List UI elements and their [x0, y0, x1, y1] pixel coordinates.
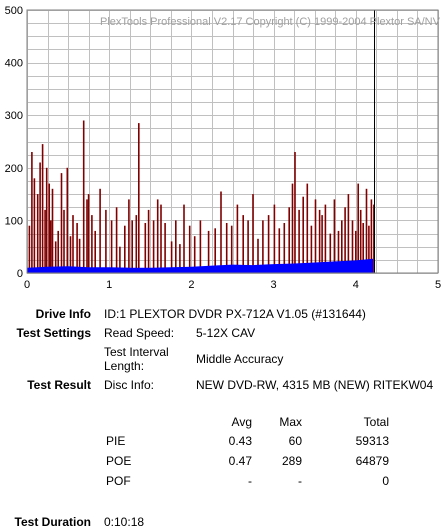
poe-bar — [252, 194, 254, 273]
poe-bar — [136, 215, 138, 273]
disc-info-label: Disc Info: — [104, 378, 154, 392]
row-name: PIE — [106, 434, 125, 448]
poe-bar — [294, 152, 296, 273]
poe-bar — [157, 199, 159, 273]
poe-bar — [292, 184, 294, 273]
poe-bar — [131, 220, 133, 273]
poe-bar — [237, 205, 239, 273]
row-name: POE — [106, 454, 131, 468]
drive-info-value: ID:1 PLEXTOR DVDR PX-712A V1.05 (#131644… — [104, 307, 366, 321]
poe-bar — [39, 163, 41, 274]
y-tick-labels: 0 100 200 300 400 500 — [5, 5, 23, 280]
row-max: - — [262, 474, 302, 488]
row-avg: 0.43 — [212, 434, 252, 448]
header-max: Max — [262, 415, 302, 429]
poe-bar — [91, 215, 93, 273]
test-result-label: Test Result — [0, 378, 91, 392]
poe-bar — [52, 189, 54, 273]
poe-bar — [44, 210, 46, 273]
poe-bar — [302, 197, 304, 273]
poe-bar — [357, 184, 359, 273]
disc-info-value: NEW DVD-RW, 4315 MB (NEW) RITEKW04 — [196, 378, 433, 392]
poe-bar — [274, 205, 276, 273]
poe-bar — [183, 205, 185, 273]
y-tick-label: 300 — [5, 110, 23, 122]
poe-bar — [105, 210, 107, 273]
poe-bar — [46, 168, 48, 273]
poe-bar — [88, 194, 90, 273]
x-tick-label: 0 — [24, 279, 30, 291]
poe-bar — [307, 184, 309, 273]
read-speed-label: Read Speed: — [104, 326, 174, 340]
poe-bar — [67, 168, 69, 273]
header-avg: Avg — [212, 415, 252, 429]
poe-bar — [200, 220, 202, 273]
y-tick-label: 500 — [5, 5, 23, 17]
poe-bar — [315, 199, 317, 273]
y-tick-label: 400 — [5, 58, 23, 70]
poe-bar — [37, 194, 39, 273]
poe-bar — [50, 220, 52, 273]
poe-bar — [116, 207, 118, 273]
y-tick-label: 100 — [5, 215, 23, 227]
poe-bar — [83, 121, 85, 274]
x-tick-label: 1 — [106, 279, 112, 291]
x-tick-label: 4 — [353, 279, 359, 291]
poe-bar — [128, 199, 130, 273]
row-total: 59313 — [329, 434, 389, 448]
x-tick-label: 5 — [435, 279, 441, 291]
row-max: 289 — [262, 454, 302, 468]
row-name: POF — [106, 474, 131, 488]
row-total: 64879 — [329, 454, 389, 468]
poe-bar — [288, 207, 290, 273]
row-avg: 0.47 — [212, 454, 252, 468]
poe-bar — [111, 220, 113, 273]
poe-bar — [124, 226, 126, 273]
chart-title: PlexTools Professional V2.17 Copyright (… — [100, 16, 441, 28]
chart-svg: PlexTools Professional V2.17 Copyright (… — [0, 0, 448, 296]
poe-bar — [148, 210, 150, 273]
interval-value: Middle Accuracy — [196, 352, 283, 366]
poe-bar — [138, 123, 140, 273]
poe-bar — [34, 178, 36, 273]
poe-bar — [153, 220, 155, 273]
poe-bar — [31, 152, 33, 273]
poe-bar — [99, 189, 101, 273]
row-max: 60 — [262, 434, 302, 448]
y-tick-label: 0 — [17, 268, 23, 280]
poe-bar — [220, 192, 222, 274]
interval-label-line2: Length: — [104, 359, 144, 373]
row-avg: - — [212, 474, 252, 488]
poe-bar — [42, 144, 44, 273]
drive-info-label: Drive Info — [0, 307, 91, 321]
poe-bar — [175, 220, 177, 273]
poe-bar — [94, 231, 96, 273]
y-tick-label: 200 — [5, 163, 23, 175]
poe-bar — [86, 199, 88, 273]
poe-bar — [160, 205, 162, 273]
poe-bar — [189, 226, 191, 273]
poe-bar — [164, 223, 166, 273]
read-speed-value: 5-12X CAV — [196, 326, 255, 340]
poe-bar — [268, 215, 270, 273]
poe-bar — [76, 223, 78, 273]
header-total: Total — [329, 415, 389, 429]
poe-bar — [48, 184, 50, 273]
x-tick-labels: 0 1 2 3 4 5 — [24, 279, 441, 291]
interval-label-line1: Test Interval — [104, 345, 169, 359]
x-tick-label: 2 — [188, 279, 194, 291]
test-settings-label: Test Settings — [0, 326, 91, 340]
poe-bar — [61, 173, 63, 273]
poe-bar — [63, 210, 65, 273]
x-tick-label: 3 — [271, 279, 277, 291]
test-duration-value: 0:10:18 — [104, 515, 144, 529]
test-duration-label: Test Duration — [0, 515, 91, 529]
error-chart: PlexTools Professional V2.17 Copyright (… — [0, 0, 448, 296]
row-total: 0 — [329, 474, 389, 488]
poe-bar — [72, 215, 74, 273]
poe-bar — [242, 215, 244, 273]
poe-bar — [145, 223, 147, 273]
poe-bar — [29, 226, 31, 273]
